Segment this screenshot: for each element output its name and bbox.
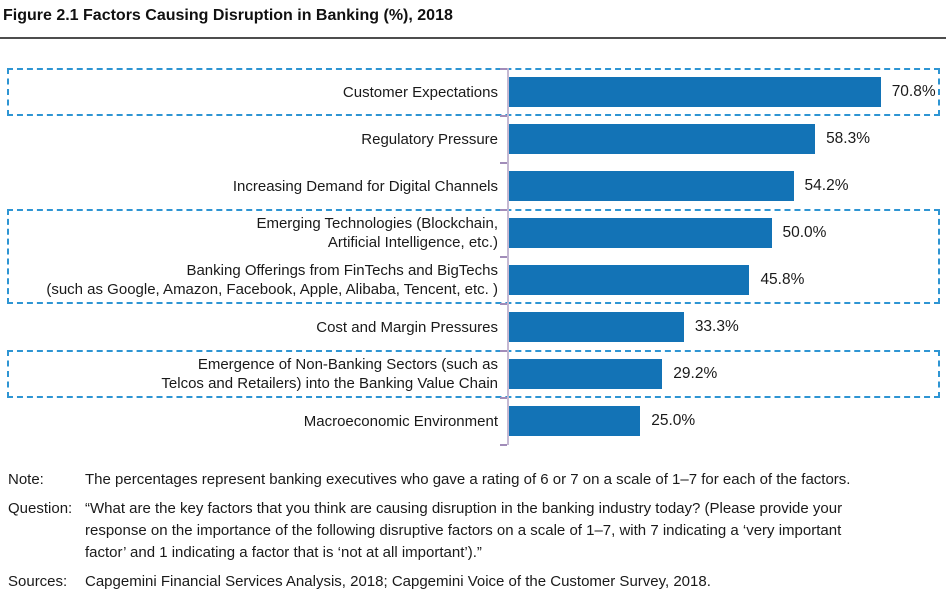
- note-row: Note: The percentages represent banking …: [8, 469, 940, 491]
- category-label: Emergence of Non-Banking Sectors (such a…: [161, 356, 498, 392]
- question-line: factor’ and 1 indicating a factor that i…: [85, 544, 482, 561]
- value-label: 33.3%: [694, 318, 739, 335]
- sources-row: Sources: Capgemini Financial Services An…: [8, 571, 940, 589]
- figure-notes: Note: The percentages represent banking …: [8, 469, 940, 589]
- bar-chart: Customer Expectations 70.8% Regulatory P…: [0, 67, 946, 446]
- axis-tick: [500, 396, 507, 399]
- question-line: “What are the key factors that you think…: [85, 500, 843, 517]
- category-label: Cost and Margin Pressures: [316, 318, 498, 336]
- row-digital-channels: Increasing Demand for Digital Channels 5…: [0, 163, 946, 210]
- question-label: Question:: [8, 500, 73, 517]
- axis-tick: [500, 161, 507, 164]
- category-label: Increasing Demand for Digital Channels: [232, 177, 498, 195]
- axis-tick: [500, 349, 507, 352]
- value-label: 25.0%: [651, 412, 696, 429]
- value-label: 54.2%: [804, 177, 849, 194]
- category-label: Emerging Technologies (Blockchain, Artif…: [256, 215, 498, 251]
- row-cost-margin-pressures: Cost and Margin Pressures 33.3%: [0, 304, 946, 351]
- bar-fintech-bigtech-offerings: [509, 264, 750, 295]
- category-label: Macroeconomic Environment: [303, 412, 498, 430]
- note-label: Note:: [8, 471, 44, 488]
- category-label: Customer Expectations: [342, 83, 498, 101]
- value-label: 29.2%: [673, 365, 718, 382]
- axis-tick: [500, 67, 507, 70]
- axis-tick: [500, 443, 507, 446]
- value-label: 58.3%: [826, 130, 871, 147]
- value-label: 50.0%: [782, 224, 827, 241]
- category-label: Regulatory Pressure: [361, 130, 498, 148]
- bar-emerging-technologies: [509, 217, 772, 248]
- value-label: 70.8%: [891, 83, 936, 100]
- question-text: “What are the key factors that you think…: [85, 498, 940, 564]
- row-regulatory-pressure: Regulatory Pressure 58.3%: [0, 116, 946, 163]
- bar-customer-expectations: [509, 76, 881, 107]
- sources-text: Capgemini Financial Services Analysis, 2…: [85, 573, 711, 589]
- note-text: The percentages represent banking execut…: [85, 471, 851, 488]
- row-fintech-bigtech-offerings: Banking Offerings from FinTechs and BigT…: [0, 257, 946, 304]
- highlight-box-customer-expectations: [7, 68, 940, 116]
- bar-cost-margin-pressures: [509, 311, 684, 342]
- title-divider: [0, 37, 946, 39]
- axis-tick: [500, 208, 507, 211]
- sources-label: Sources:: [8, 573, 68, 589]
- bar-macroeconomic-environment: [509, 405, 641, 436]
- row-customer-expectations: Customer Expectations 70.8%: [0, 69, 946, 116]
- question-row: Question: “What are the key factors that…: [8, 498, 940, 564]
- row-non-banking-sectors: Emergence of Non-Banking Sectors (such a…: [0, 351, 946, 398]
- value-label: 45.8%: [760, 271, 805, 288]
- row-macroeconomic-environment: Macroeconomic Environment 25.0%: [0, 398, 946, 445]
- row-emerging-technologies: Emerging Technologies (Blockchain, Artif…: [0, 210, 946, 257]
- highlight-box-emerging-tech-fintech: [7, 209, 940, 304]
- y-axis-line: [507, 68, 509, 445]
- axis-tick: [500, 255, 507, 258]
- question-line: response on the importance of the follow…: [85, 522, 842, 539]
- axis-tick: [500, 302, 507, 305]
- bar-non-banking-sectors: [509, 358, 663, 389]
- bar-digital-channels: [509, 170, 794, 201]
- axis-tick: [500, 114, 507, 117]
- category-label: Banking Offerings from FinTechs and BigT…: [46, 262, 498, 298]
- figure-title: Figure 2.1 Factors Causing Disruption in…: [3, 7, 453, 24]
- highlight-box-non-banking-sectors: [7, 350, 940, 398]
- bar-regulatory-pressure: [509, 123, 816, 154]
